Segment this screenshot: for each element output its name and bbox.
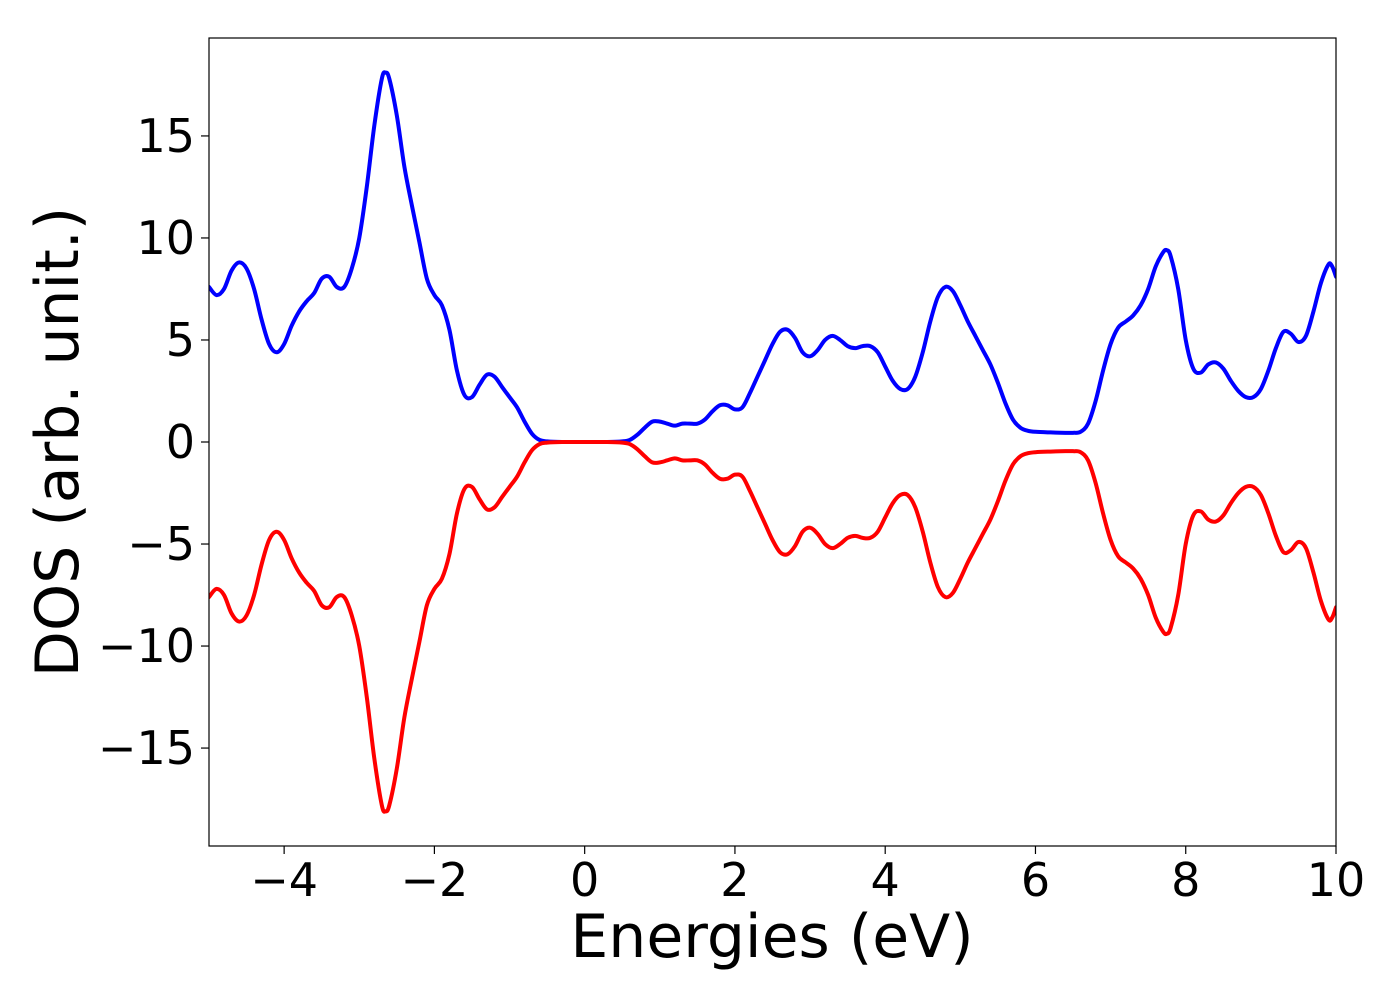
y-tick-label: 15	[136, 109, 195, 163]
y-tick-label: 5	[166, 313, 195, 367]
y-axis: 15 10 5 0 −5 −10 −15	[98, 109, 209, 775]
plot-frame	[208, 37, 1337, 847]
y-tick-label: 0	[166, 415, 195, 469]
y-tick-label: −10	[98, 619, 195, 673]
x-tick-label: −4	[250, 853, 318, 907]
y-tick-label: −15	[98, 721, 195, 775]
x-tick-label: 6	[1021, 853, 1050, 907]
x-tick-label: 2	[720, 853, 749, 907]
series-line-1	[209, 70, 1336, 445]
series-line-2	[209, 439, 1336, 814]
x-tick-label: 4	[871, 853, 900, 907]
y-tick-label: −5	[127, 517, 195, 571]
x-tick-label: 8	[1171, 853, 1200, 907]
x-tick-label: 10	[1307, 853, 1366, 907]
y-axis-title: DOS (arb. unit.)	[23, 207, 93, 677]
series-layer	[209, 70, 1336, 814]
x-axis-title: Energies (eV)	[570, 902, 973, 972]
y-tick-label: 10	[136, 211, 195, 265]
x-tick-label: 0	[570, 853, 599, 907]
x-axis: −4 −2 0 2 4 6 8 10	[250, 846, 1365, 907]
x-tick-label: −2	[400, 853, 468, 907]
